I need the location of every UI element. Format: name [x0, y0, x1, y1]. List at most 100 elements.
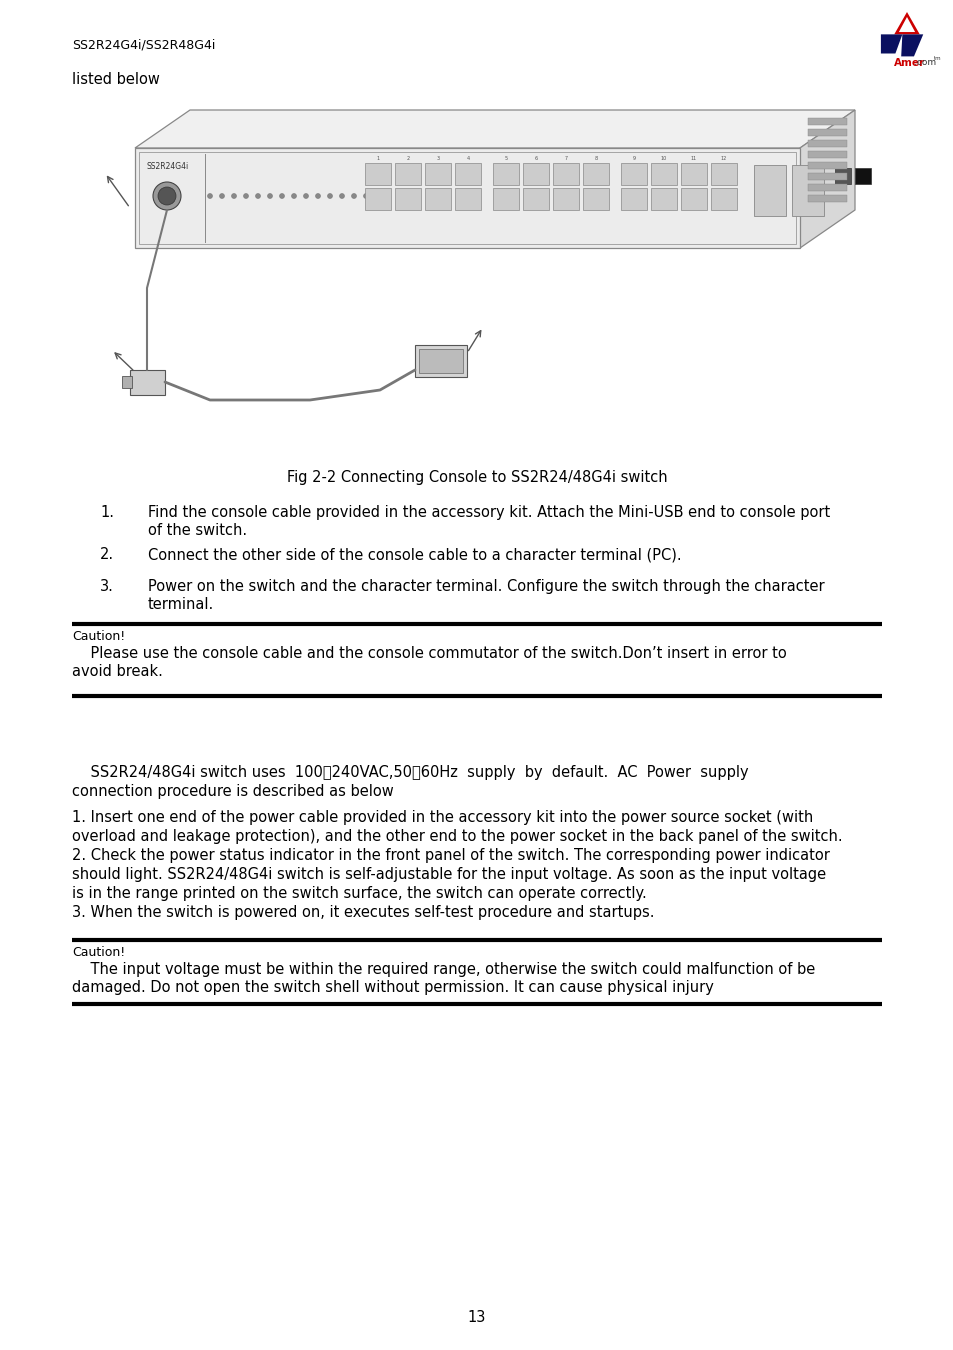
Text: Fig 2-2 Connecting Console to SS2R24/48G4i switch: Fig 2-2 Connecting Console to SS2R24/48G…: [287, 470, 666, 485]
Circle shape: [267, 193, 273, 198]
Text: 8: 8: [594, 157, 597, 161]
Bar: [455, 163, 480, 185]
Circle shape: [315, 193, 320, 198]
Text: 7: 7: [564, 157, 567, 161]
Circle shape: [219, 193, 224, 198]
Text: Power on the switch and the character terminal. Configure the switch through the: Power on the switch and the character te…: [148, 579, 823, 594]
Bar: [493, 188, 518, 211]
Text: 6: 6: [534, 157, 537, 161]
Text: terminal.: terminal.: [148, 597, 214, 612]
Bar: [395, 188, 420, 211]
Bar: [834, 167, 850, 184]
Bar: [753, 165, 785, 216]
Bar: [415, 346, 467, 377]
Circle shape: [363, 193, 368, 198]
Circle shape: [327, 193, 333, 198]
Polygon shape: [800, 109, 854, 248]
Text: connection procedure is described as below: connection procedure is described as bel…: [71, 784, 394, 799]
Text: of the switch.: of the switch.: [148, 522, 247, 539]
Circle shape: [152, 182, 181, 211]
Text: 3.: 3.: [100, 579, 113, 594]
Bar: [365, 163, 391, 185]
Bar: [791, 165, 823, 216]
Text: 13: 13: [467, 1310, 486, 1324]
Text: Caution!: Caution!: [71, 946, 125, 958]
Circle shape: [351, 193, 356, 198]
Bar: [680, 188, 706, 211]
Circle shape: [243, 193, 248, 198]
Text: The input voltage must be within the required range, otherwise the switch could : The input voltage must be within the req…: [71, 963, 815, 977]
Text: 2: 2: [406, 157, 409, 161]
Text: avoid break.: avoid break.: [71, 664, 163, 679]
Text: 12: 12: [720, 157, 726, 161]
Bar: [807, 184, 846, 190]
Text: Amer: Amer: [893, 58, 924, 68]
Bar: [135, 148, 800, 248]
Bar: [807, 151, 846, 158]
Text: 1.: 1.: [100, 505, 113, 520]
Circle shape: [232, 193, 236, 198]
Text: is in the range printed on the switch surface, the switch can operate correctly.: is in the range printed on the switch su…: [71, 886, 646, 900]
Text: 4: 4: [466, 157, 469, 161]
Text: 2.: 2.: [100, 547, 114, 562]
Bar: [365, 188, 391, 211]
Text: Connect the other side of the console cable to a character terminal (PC).: Connect the other side of the console ca…: [148, 547, 680, 562]
Bar: [130, 370, 165, 396]
Text: 9: 9: [632, 157, 635, 161]
Bar: [710, 188, 737, 211]
Polygon shape: [898, 18, 914, 32]
Text: 3. When the switch is powered on, it executes self-test procedure and startups.: 3. When the switch is powered on, it exe…: [71, 904, 654, 919]
Bar: [455, 188, 480, 211]
Text: 1: 1: [376, 157, 379, 161]
Circle shape: [303, 193, 308, 198]
Circle shape: [292, 193, 296, 198]
Text: Find the console cable provided in the accessory kit. Attach the Mini-USB end to: Find the console cable provided in the a…: [148, 505, 829, 520]
Text: .com: .com: [913, 58, 935, 68]
Bar: [122, 377, 132, 387]
Bar: [553, 188, 578, 211]
Circle shape: [279, 193, 284, 198]
Bar: [424, 188, 451, 211]
Text: Caution!: Caution!: [71, 630, 125, 643]
Text: should light. SS2R24/48G4i switch is self-adjustable for the input voltage. As s: should light. SS2R24/48G4i switch is sel…: [71, 867, 825, 882]
Text: 1. Insert one end of the power cable provided in the accessory kit into the powe: 1. Insert one end of the power cable pro…: [71, 810, 812, 825]
Bar: [650, 188, 677, 211]
Bar: [424, 163, 451, 185]
Bar: [553, 163, 578, 185]
Bar: [395, 163, 420, 185]
Bar: [807, 173, 846, 180]
Bar: [650, 163, 677, 185]
Bar: [854, 167, 870, 184]
Text: SS2R24G4i: SS2R24G4i: [147, 162, 189, 171]
Bar: [139, 153, 795, 244]
Text: 3: 3: [436, 157, 439, 161]
Polygon shape: [880, 34, 902, 54]
Text: Please use the console cable and the console commutator of the switch.Don’t inse: Please use the console cable and the con…: [71, 647, 786, 662]
Bar: [522, 163, 548, 185]
Bar: [680, 163, 706, 185]
Bar: [807, 194, 846, 202]
Bar: [582, 188, 608, 211]
Bar: [418, 350, 462, 373]
Bar: [522, 188, 548, 211]
Text: overload and leakage protection), and the other end to the power socket in the b: overload and leakage protection), and th…: [71, 829, 841, 844]
Circle shape: [255, 193, 260, 198]
Text: 5: 5: [504, 157, 507, 161]
Bar: [620, 163, 646, 185]
Text: listed below: listed below: [71, 72, 160, 86]
Text: 10: 10: [660, 157, 666, 161]
Circle shape: [158, 188, 175, 205]
Text: damaged. Do not open the switch shell without permission. It can cause physical : damaged. Do not open the switch shell wi…: [71, 980, 713, 995]
Text: tm: tm: [933, 57, 941, 61]
Circle shape: [208, 193, 213, 198]
Text: SS2R24/48G4i switch uses  100～240VAC,50～60Hz  supply  by  default.  AC  Power  s: SS2R24/48G4i switch uses 100～240VAC,50～6…: [71, 765, 748, 780]
Bar: [620, 188, 646, 211]
Bar: [493, 163, 518, 185]
Bar: [582, 163, 608, 185]
Bar: [710, 163, 737, 185]
Bar: [807, 117, 846, 126]
Polygon shape: [893, 12, 919, 34]
Text: 2. Check the power status indicator in the front panel of the switch. The corres: 2. Check the power status indicator in t…: [71, 848, 829, 863]
Text: SS2R24G4i/SS2R48G4i: SS2R24G4i/SS2R48G4i: [71, 38, 215, 51]
Bar: [807, 140, 846, 147]
